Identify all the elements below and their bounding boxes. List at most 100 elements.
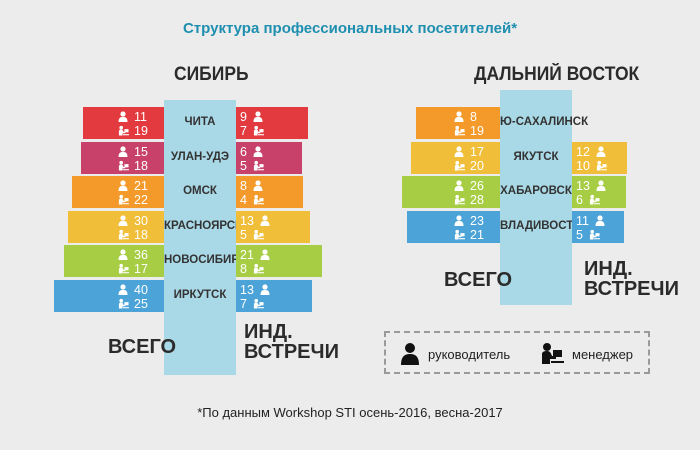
value-text: 15 bbox=[134, 144, 148, 159]
value-text: 13 bbox=[240, 282, 254, 297]
legend-director-label: руководитель bbox=[428, 347, 511, 362]
meetings-manager-value: 5 bbox=[576, 228, 600, 242]
meetings-bar-siberia-1 bbox=[236, 141, 303, 174]
value-text: 4 bbox=[240, 193, 247, 207]
total-bar-siberia-5 bbox=[54, 279, 164, 312]
ind-label-line-1: ИНД. bbox=[244, 321, 293, 343]
meetings-bar-siberia-2 bbox=[236, 176, 304, 208]
value-text: 19 bbox=[470, 124, 484, 138]
value-text: 30 bbox=[134, 213, 148, 228]
meetings-manager-value: 5 bbox=[240, 159, 264, 173]
value-text: 17 bbox=[134, 262, 148, 276]
value-text: 25 bbox=[134, 296, 148, 311]
value-text: 18 bbox=[134, 158, 148, 173]
manager-icon bbox=[253, 194, 264, 205]
total-director-value: 40 bbox=[118, 282, 148, 297]
meetings-manager-value: 8 bbox=[240, 263, 264, 276]
value-text: 22 bbox=[134, 193, 148, 207]
value-text: 23 bbox=[470, 213, 484, 228]
director-icon bbox=[454, 111, 464, 122]
manager-icon bbox=[596, 160, 607, 171]
total-director-value: 8 bbox=[454, 111, 477, 124]
meetings-director-value: 13 bbox=[240, 282, 270, 297]
total-manager-value: 18 bbox=[118, 158, 148, 173]
total-director-value: 23 bbox=[454, 213, 484, 228]
value-text: 11 bbox=[576, 213, 589, 228]
meetings-manager-value: 5 bbox=[240, 227, 264, 242]
manager-icon bbox=[118, 194, 129, 205]
meetings-bar-siberia-3 bbox=[236, 210, 310, 243]
meetings-manager-value: 4 bbox=[240, 193, 264, 207]
value-text: 21 bbox=[134, 179, 148, 193]
director-icon bbox=[596, 180, 606, 191]
value-text: 13 bbox=[576, 179, 590, 193]
value-text: 18 bbox=[134, 227, 148, 242]
total-director-value: 11 bbox=[118, 111, 147, 124]
total-bar-siberia-4 bbox=[63, 245, 164, 277]
director-icon bbox=[118, 214, 128, 226]
value-text: 21 bbox=[470, 227, 484, 242]
manager-icon bbox=[454, 194, 465, 205]
total-director-value: 26 bbox=[454, 180, 484, 193]
total-manager-value: 20 bbox=[454, 159, 484, 173]
manager-icon bbox=[118, 298, 129, 309]
director-icon bbox=[253, 180, 263, 191]
ind-label-line-2: ВСТРЕЧИ bbox=[584, 278, 679, 300]
meetings-director-value: 6 bbox=[240, 145, 263, 159]
director-icon bbox=[454, 180, 464, 191]
total-label-far-east: ВСЕГО bbox=[444, 269, 513, 291]
meetings-director-value: 21 bbox=[240, 249, 270, 262]
value-text: 8 bbox=[470, 110, 477, 124]
manager-icon bbox=[253, 125, 264, 136]
value-text: 13 bbox=[240, 213, 254, 228]
ind-label-far-east: ИНД. ВСТРЕЧИ bbox=[584, 259, 679, 299]
chart-title: Структура профессиональных посетителей* bbox=[182, 20, 518, 37]
meetings-director-value: 13 bbox=[576, 180, 606, 193]
ind-label-line-1: ИНД. bbox=[584, 258, 633, 280]
city-label: ЯКУТСК bbox=[513, 150, 559, 163]
manager-icon bbox=[589, 194, 600, 205]
manager-icon bbox=[542, 343, 564, 364]
meetings-director-value: 11 bbox=[576, 213, 605, 228]
total-manager-value: 21 bbox=[454, 227, 484, 242]
total-director-value: 30 bbox=[118, 213, 148, 228]
meetings-manager-value: 6 bbox=[576, 194, 600, 207]
total-director-value: 15 bbox=[118, 144, 148, 159]
total-bar-siberia-3 bbox=[68, 210, 164, 243]
city-label: ЧИТА bbox=[184, 116, 216, 128]
director-icon bbox=[118, 249, 128, 260]
meetings-bar-siberia-4 bbox=[236, 245, 322, 277]
value-text: 5 bbox=[240, 227, 247, 242]
value-text: 8 bbox=[240, 179, 247, 193]
city-label: УЛАН-УДЭ bbox=[170, 150, 230, 163]
manager-icon bbox=[589, 229, 600, 240]
manager-icon bbox=[454, 160, 465, 171]
meetings-manager-value: 7 bbox=[240, 125, 264, 138]
meetings-director-value: 9 bbox=[240, 111, 263, 124]
meetings-manager-value: 7 bbox=[240, 297, 264, 311]
value-text: 19 bbox=[134, 124, 148, 138]
city-label: ВЛАДИВОСТОК bbox=[500, 219, 589, 232]
value-text: 36 bbox=[134, 248, 148, 262]
legend: руководитель менеджер bbox=[384, 331, 650, 374]
value-text: 28 bbox=[470, 193, 484, 207]
manager-icon bbox=[454, 229, 465, 240]
value-text: 40 bbox=[134, 282, 148, 297]
city-label: Ю-САХАЛИНСК bbox=[500, 116, 589, 128]
value-text: 12 bbox=[576, 144, 590, 159]
value-text: 21 bbox=[240, 248, 254, 262]
meetings-director-value: 12 bbox=[576, 144, 606, 159]
footnote: *По данным Workshop STI осень-2016, весн… bbox=[197, 405, 503, 420]
director-icon bbox=[260, 249, 270, 260]
ind-label-siberia: ИНД. ВСТРЕЧИ bbox=[244, 322, 339, 362]
meetings-bar-siberia-0 bbox=[236, 107, 308, 139]
city-label: ИРКУТСК bbox=[173, 288, 227, 301]
ind-label-line-2: ВСТРЕЧИ bbox=[244, 341, 339, 363]
director-icon bbox=[401, 343, 419, 365]
director-icon bbox=[253, 111, 263, 122]
total-manager-value: 19 bbox=[118, 125, 148, 138]
total-director-value: 17 bbox=[454, 144, 484, 159]
manager-icon bbox=[118, 125, 129, 136]
meetings-bar-fareast-2 bbox=[572, 176, 626, 208]
value-text: 17 bbox=[470, 144, 484, 159]
